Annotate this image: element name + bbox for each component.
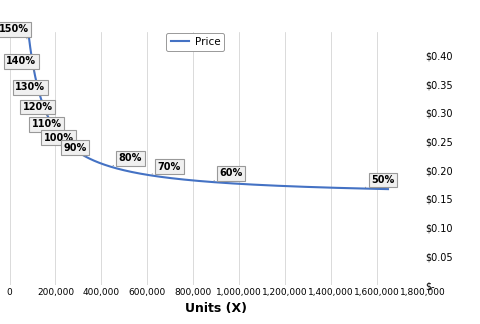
Text: 140%: 140%: [6, 56, 36, 71]
X-axis label: Units (X): Units (X): [185, 302, 247, 316]
Text: 120%: 120%: [23, 102, 52, 116]
Text: 50%: 50%: [365, 175, 395, 188]
Price: [241, 182, 247, 186]
Text: 150%: 150%: [0, 24, 29, 39]
Text: 110%: 110%: [32, 119, 61, 130]
Text: 100%: 100%: [44, 133, 73, 143]
Line: Price: Price: [21, 0, 388, 189]
Text: 80%: 80%: [113, 153, 142, 166]
Text: BREAK EVEN POINT SCENARIO ANALYSIS: BREAK EVEN POINT SCENARIO ANALYSIS: [106, 5, 374, 18]
Text: 70%: 70%: [152, 162, 181, 174]
Text: 60%: 60%: [214, 168, 243, 181]
Price: [385, 187, 391, 191]
Price: [41, 104, 47, 108]
Legend: Price: Price: [167, 32, 224, 51]
Price: [297, 185, 302, 189]
Price: [231, 181, 237, 185]
Text: 90%: 90%: [63, 143, 86, 156]
Text: 130%: 130%: [15, 82, 45, 96]
Price: [334, 186, 340, 190]
Price: [252, 183, 258, 187]
